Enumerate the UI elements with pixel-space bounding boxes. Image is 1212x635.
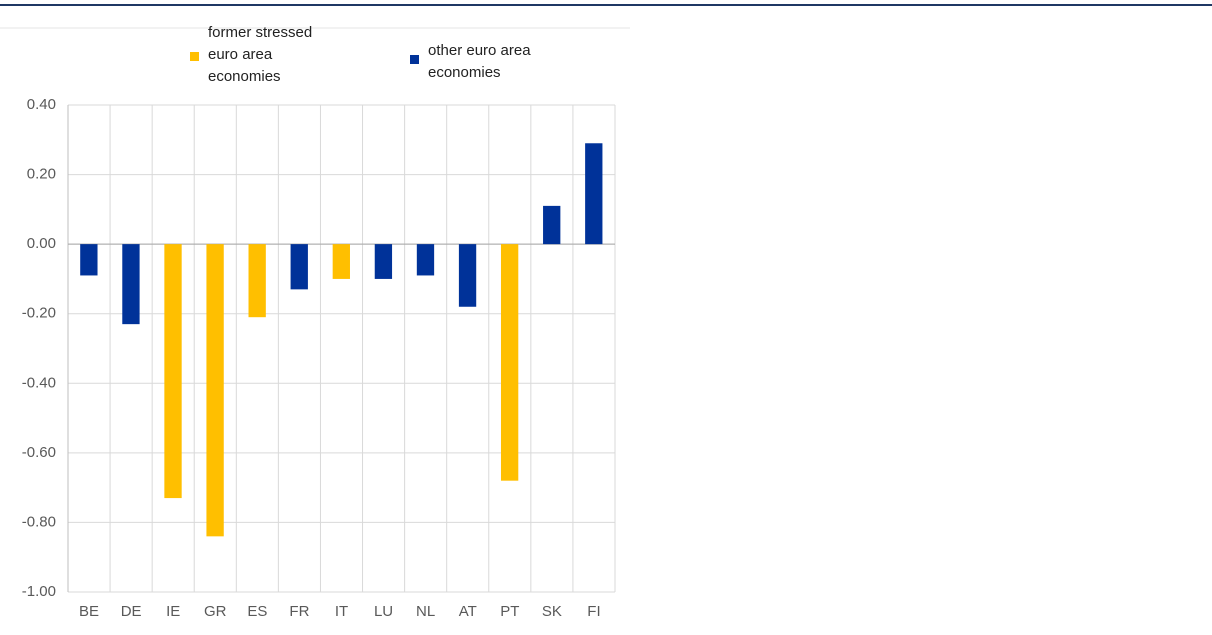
x-tick-label: PT bbox=[500, 603, 519, 620]
y-tick-label: 0.40 bbox=[27, 96, 56, 113]
bar bbox=[164, 244, 182, 499]
bar bbox=[416, 244, 435, 276]
x-tick-label: FR bbox=[289, 603, 309, 620]
legend-label: other euro area economies bbox=[428, 42, 531, 81]
x-tick-label: SK bbox=[542, 603, 562, 620]
x-tick-label: BE bbox=[79, 603, 99, 620]
bar bbox=[500, 244, 519, 481]
bar bbox=[122, 244, 140, 325]
x-tick-label: FI bbox=[587, 603, 600, 620]
x-tick-label: DE bbox=[121, 603, 142, 620]
bar bbox=[543, 205, 561, 245]
y-tick-label: 0.20 bbox=[27, 166, 56, 183]
y-tick-label: -0.60 bbox=[22, 444, 56, 461]
x-tick-label: NL bbox=[416, 603, 435, 620]
legend-item: former stressed euro area economies bbox=[190, 22, 333, 88]
legend-label: former stressed euro area economies bbox=[208, 24, 313, 85]
legend-swatch bbox=[410, 55, 419, 64]
y-tick-label: -0.40 bbox=[22, 374, 56, 391]
y-tick-label: -0.20 bbox=[22, 305, 56, 322]
y-tick-label: -1.00 bbox=[22, 583, 56, 600]
bar bbox=[585, 143, 603, 245]
bar bbox=[80, 244, 98, 276]
x-tick-label: GR bbox=[204, 603, 227, 620]
x-tick-label: AT bbox=[459, 603, 477, 620]
x-tick-label: IT bbox=[335, 603, 348, 620]
y-tick-label: 0.00 bbox=[27, 235, 56, 252]
x-tick-label: IE bbox=[166, 603, 180, 620]
bar bbox=[248, 244, 266, 318]
bar bbox=[332, 244, 350, 279]
bar bbox=[206, 244, 224, 537]
bar bbox=[290, 244, 308, 290]
y-tick-label: -0.80 bbox=[22, 513, 56, 530]
bar bbox=[374, 244, 393, 279]
legend-item: other euro area economies bbox=[410, 40, 568, 84]
legend-swatch bbox=[190, 52, 199, 61]
bar bbox=[458, 244, 477, 307]
x-tick-label: LU bbox=[374, 603, 393, 620]
x-tick-label: ES bbox=[247, 603, 267, 620]
